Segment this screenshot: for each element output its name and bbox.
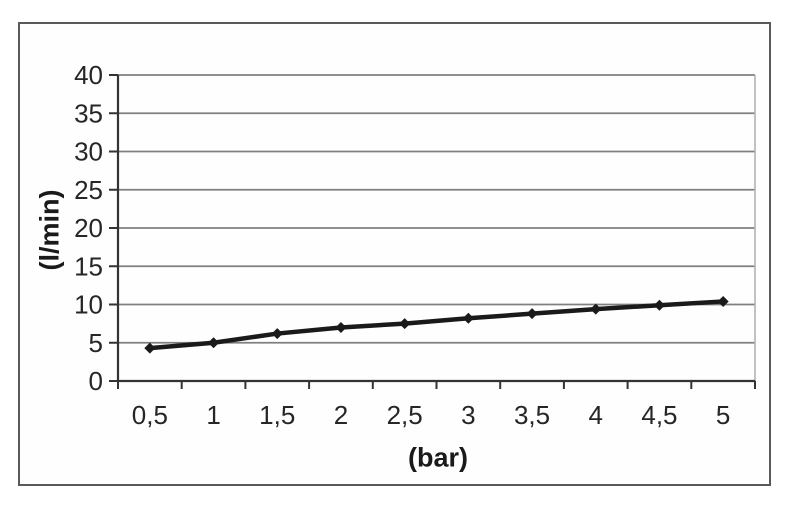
line-chart: 0 5 10 15 20 25 30 35 40 0,5 1 1,5 2 2,5 3 3,5 4 4,5 5 (74, 60, 756, 430)
svg-text:0,5: 0,5 (132, 400, 168, 430)
svg-text:2,5: 2,5 (387, 400, 423, 430)
svg-text:20: 20 (74, 213, 103, 243)
svg-text:3,5: 3,5 (514, 400, 550, 430)
y-axis-title: (l/min) (34, 189, 65, 271)
svg-text:25: 25 (74, 175, 103, 205)
svg-text:1: 1 (206, 400, 220, 430)
svg-text:4,5: 4,5 (641, 400, 677, 430)
svg-text:30: 30 (74, 137, 103, 167)
svg-text:10: 10 (74, 290, 103, 320)
svg-text:5: 5 (716, 400, 730, 430)
chart-frame: 0 5 10 15 20 25 30 35 40 0,5 1 1,5 2 2,5 3 3,5 4 4,5 5 (ba… (18, 22, 771, 486)
svg-text:3: 3 (461, 400, 475, 430)
x-axis-title: (bar) (408, 442, 468, 473)
svg-text:15: 15 (74, 251, 103, 281)
svg-text:35: 35 (74, 98, 103, 128)
svg-text:2: 2 (334, 400, 348, 430)
svg-text:40: 40 (74, 60, 103, 90)
svg-text:4: 4 (589, 400, 603, 430)
svg-text:1,5: 1,5 (259, 400, 295, 430)
svg-text:5: 5 (89, 328, 103, 358)
svg-text:0: 0 (89, 366, 103, 396)
